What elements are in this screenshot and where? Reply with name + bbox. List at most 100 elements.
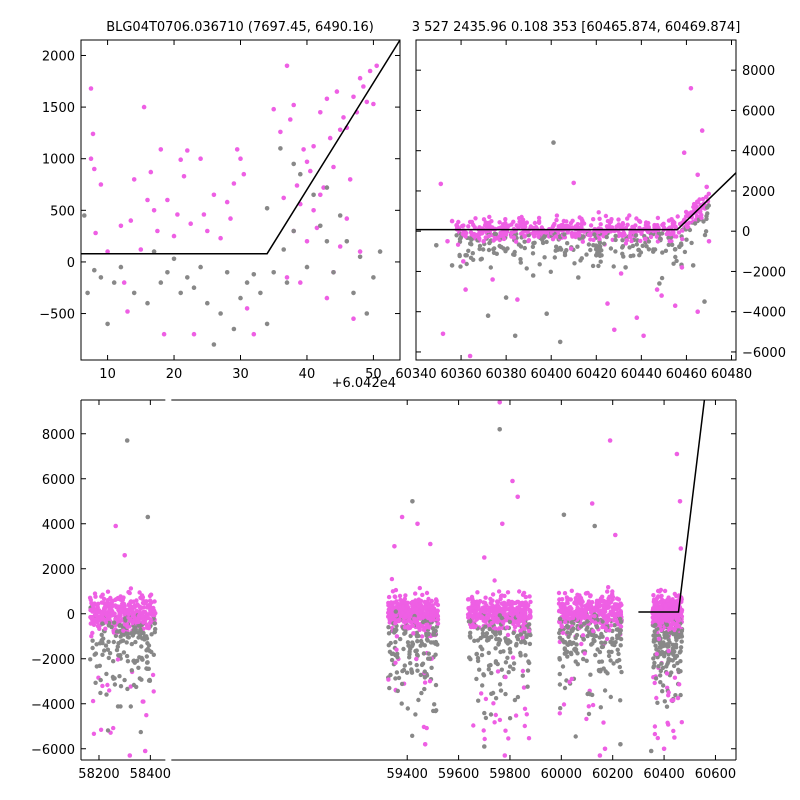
data-point-pink: [637, 219, 643, 224]
data-point-gray: [481, 673, 487, 678]
data-point-pink: [347, 177, 353, 182]
data-point-pink: [91, 731, 97, 736]
data-point-gray: [487, 240, 492, 246]
data-point-gray: [666, 660, 671, 665]
data-point-pink: [120, 601, 125, 606]
data-point-gray: [544, 239, 549, 245]
data-point-gray: [562, 232, 567, 237]
data-point-pink: [674, 234, 679, 239]
data-point-gray: [672, 655, 678, 661]
data-point-gray: [424, 637, 430, 642]
data-point-gray: [147, 678, 153, 683]
data-point-pink: [557, 620, 562, 625]
data-point-pink: [604, 636, 610, 642]
y-tick-label: −2000: [742, 265, 786, 280]
data-point-gray: [557, 682, 563, 687]
x-tick-label: 60420: [576, 367, 617, 382]
data-point-pink: [463, 234, 468, 239]
data-point-gray: [165, 270, 170, 275]
data-point-pink: [463, 287, 468, 292]
data-point-gray: [659, 661, 664, 666]
data-point-gray: [402, 663, 407, 668]
data-point-pink: [304, 239, 310, 244]
data-point-pink: [131, 177, 137, 182]
data-point-pink: [659, 293, 664, 298]
data-point-pink: [421, 724, 427, 730]
data-point-pink: [89, 616, 94, 621]
data-point-pink: [364, 99, 370, 105]
data-point-pink: [525, 229, 530, 235]
data-point-pink: [419, 634, 425, 639]
data-point-pink: [521, 685, 527, 690]
data-point-pink: [688, 86, 694, 91]
data-point-pink: [454, 222, 459, 228]
data-point-pink: [568, 220, 574, 226]
data-point-gray: [562, 685, 568, 691]
data-point-pink: [445, 239, 450, 244]
data-point-gray: [617, 657, 622, 663]
data-point-gray: [608, 658, 613, 663]
data-point-gray: [651, 656, 656, 661]
data-point-gray: [542, 255, 547, 260]
data-point-gray: [231, 326, 237, 332]
data-point-pink: [536, 220, 542, 225]
data-point-gray: [408, 661, 413, 666]
data-point-gray: [597, 659, 602, 664]
data-point-pink: [697, 210, 703, 215]
data-point-gray: [653, 676, 659, 681]
data-point-pink: [672, 675, 678, 680]
data-point-pink: [676, 618, 681, 623]
data-point-gray: [597, 253, 603, 258]
data-point-pink: [509, 230, 514, 236]
data-point-pink: [503, 232, 509, 237]
data-point-gray: [145, 641, 150, 646]
data-point-pink: [490, 277, 495, 282]
data-point-pink: [390, 614, 395, 619]
data-point-pink: [424, 590, 430, 596]
data-point-pink: [600, 624, 605, 630]
data-point-gray: [113, 633, 119, 638]
data-point-gray: [574, 642, 579, 647]
data-point-gray: [597, 649, 603, 655]
data-point-pink: [679, 265, 685, 270]
data-point-pink: [148, 598, 153, 603]
data-point-gray: [144, 634, 149, 639]
data-point-gray: [524, 266, 529, 271]
x-tick-label: 60600: [695, 767, 736, 782]
data-point-gray: [705, 211, 710, 216]
data-point-pink: [575, 592, 580, 597]
data-point-gray: [435, 642, 440, 647]
data-point-pink: [606, 612, 611, 618]
data-point-gray: [118, 684, 124, 689]
data-point-pink: [131, 599, 136, 604]
data-point-gray: [389, 657, 395, 663]
data-point-pink: [151, 612, 156, 618]
data-point-pink: [419, 605, 425, 610]
data-point-pink: [491, 238, 496, 243]
data-point-gray: [394, 670, 400, 675]
data-point-gray: [131, 658, 137, 663]
data-point-pink: [579, 641, 584, 647]
data-point-pink: [641, 333, 646, 339]
data-point-gray: [578, 624, 584, 629]
data-point-pink: [612, 327, 617, 333]
data-point-gray: [485, 313, 491, 319]
data-point-pink: [121, 280, 127, 285]
data-point-gray: [198, 264, 203, 270]
data-point-gray: [497, 427, 503, 432]
data-point-gray: [486, 667, 491, 672]
data-point-gray: [611, 264, 616, 269]
data-point-pink: [425, 622, 430, 627]
x-tick-label: 60400: [643, 767, 684, 782]
data-point-gray: [634, 242, 639, 247]
data-point-gray: [433, 682, 439, 688]
x-tick-label: 60360: [440, 367, 481, 382]
data-point-pink: [357, 75, 363, 81]
data-point-gray: [432, 702, 437, 707]
data-point-pink: [657, 620, 662, 625]
data-point-gray: [468, 241, 473, 246]
data-point-pink: [228, 216, 233, 221]
data-point-gray: [410, 733, 415, 738]
data-point-gray: [582, 621, 587, 626]
data-point-pink: [472, 225, 477, 230]
